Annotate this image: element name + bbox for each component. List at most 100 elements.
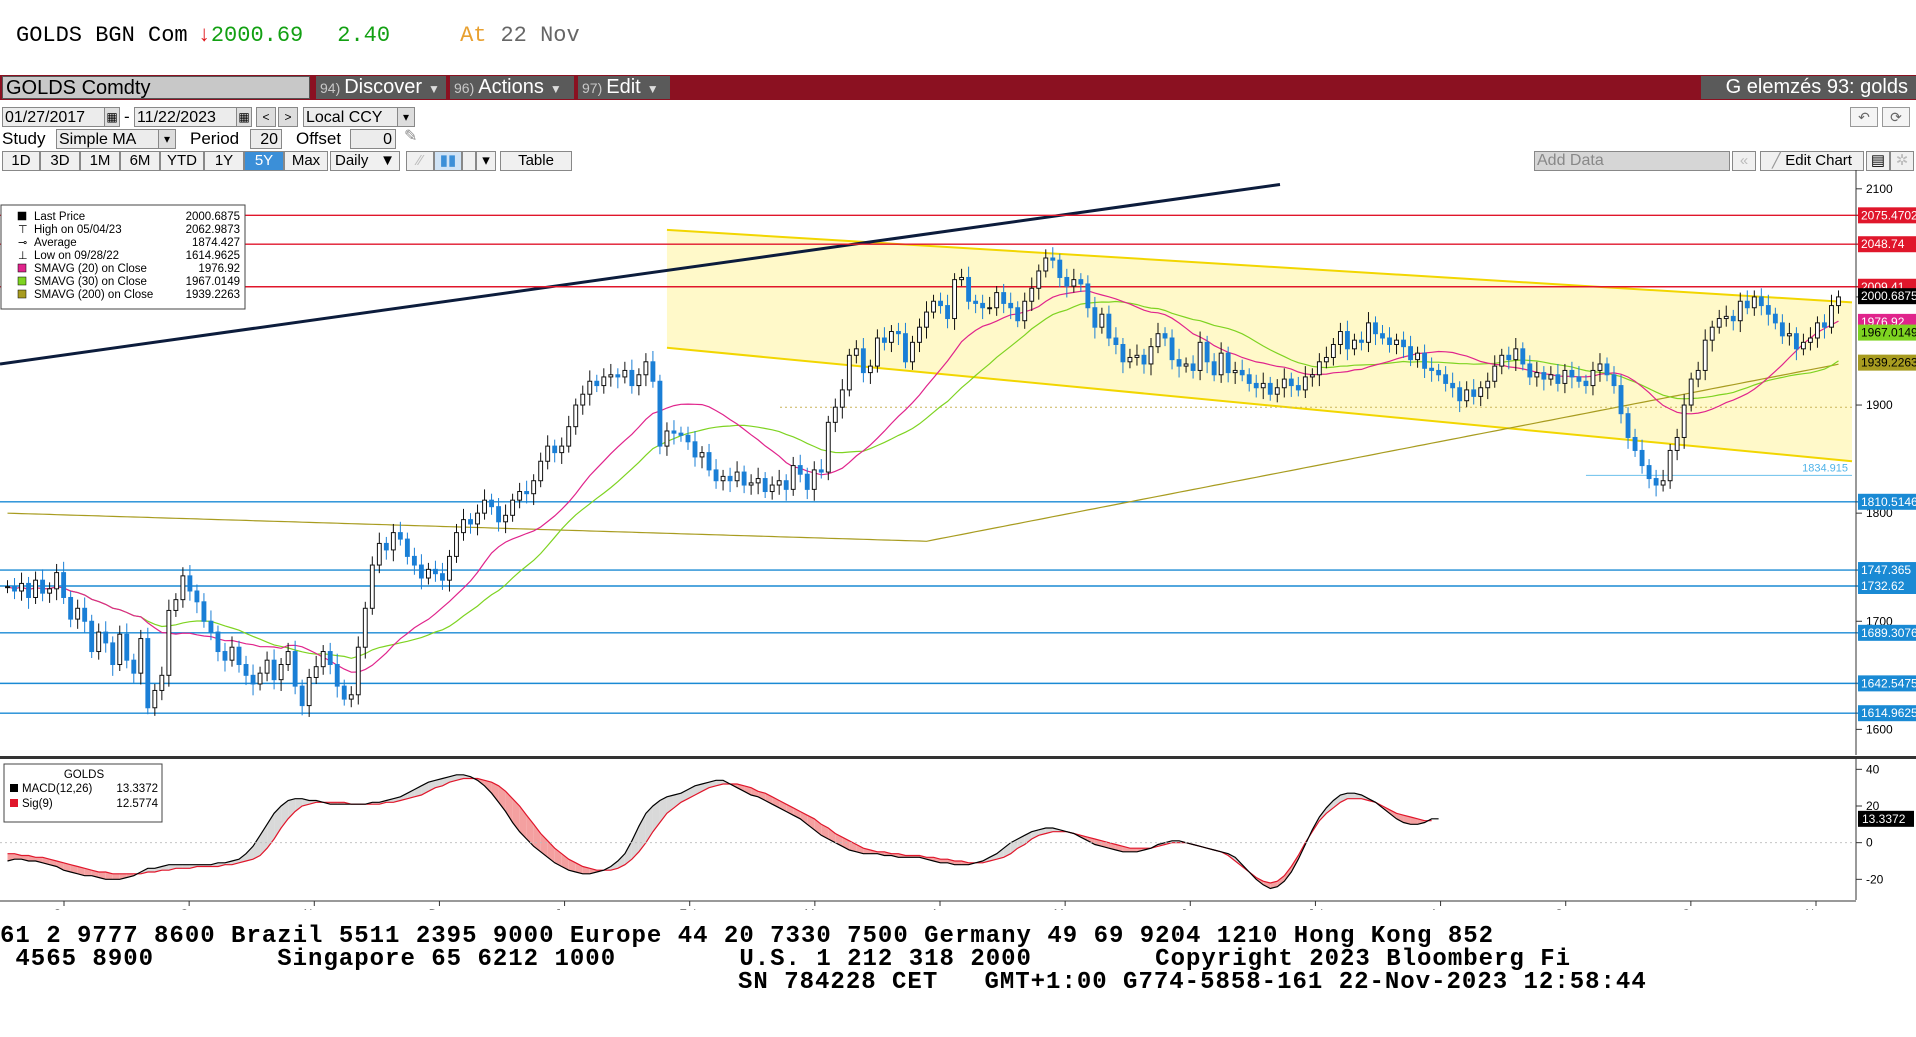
discover-number: 94)	[320, 80, 341, 96]
macd-tick-label: 0	[1866, 836, 1873, 850]
macd-histogram-fill	[744, 785, 752, 795]
chevron-down-icon[interactable]: ▾	[476, 151, 496, 171]
candle-body	[1457, 387, 1463, 402]
candle-body	[1218, 352, 1224, 376]
price-chart: 1834.915 1600170018001900200021002075.47…	[0, 170, 1916, 910]
candle-body	[12, 586, 17, 592]
price-tag-label-10: 1689.3076	[1861, 626, 1916, 640]
range-6m[interactable]: 6M	[120, 151, 160, 171]
candle-body	[131, 659, 137, 674]
macd-histogram-fill	[1333, 795, 1341, 808]
candle-body	[1555, 374, 1561, 384]
candle-body	[832, 406, 838, 423]
candle-body	[1478, 387, 1484, 397]
candle-body	[1309, 374, 1315, 378]
candle-body	[180, 575, 186, 601]
macd-histogram-fill	[758, 791, 766, 801]
edit-chart-button[interactable]: ╱ Edit Chart	[1760, 151, 1864, 171]
candle-body	[229, 646, 235, 661]
candle-body	[1253, 382, 1259, 389]
sma-200-line	[7, 363, 1839, 542]
add-data-input[interactable]: Add Data	[1534, 151, 1730, 171]
candle-body	[1822, 322, 1827, 328]
month-label: Nov	[304, 907, 325, 910]
candle-body	[1183, 363, 1189, 367]
range-max[interactable]: Max	[284, 151, 328, 171]
macd-histogram-fill	[512, 798, 520, 832]
candle-body	[222, 651, 228, 661]
sig-legend-swatch	[10, 799, 18, 807]
legend-value-5: 1967.0149	[186, 276, 240, 288]
refresh-icon[interactable]: ⟳	[1882, 107, 1910, 127]
price-legend: Last Price 2000.6875 ⊤ High on 05/04/23 2062…	[0, 204, 246, 310]
candle-body	[355, 646, 361, 696]
actions-button[interactable]: 96) Actions ▼	[450, 76, 574, 99]
candle-body	[1155, 333, 1161, 348]
calendar-icon[interactable]: ▦	[236, 107, 252, 127]
candle-body	[1808, 337, 1813, 343]
macd-histogram-fill	[1277, 875, 1285, 887]
period-input[interactable]: 20	[250, 129, 282, 149]
macd-histogram-fill	[175, 864, 183, 869]
calendar-icon[interactable]: ▦	[104, 107, 120, 127]
undo-icon[interactable]: ↶	[1850, 107, 1878, 127]
candle-body	[1246, 374, 1252, 384]
gear-icon[interactable]: ✲	[1890, 151, 1914, 171]
range-1m[interactable]: 1M	[80, 151, 120, 171]
chevron-right-icon[interactable]: >	[278, 107, 298, 127]
candle-body	[931, 300, 936, 313]
candle-body	[1765, 305, 1771, 315]
candle-body	[19, 582, 24, 592]
offset-input[interactable]: 0	[350, 129, 396, 149]
line-chart-icon[interactable]: ⁄⁄	[406, 151, 434, 171]
start-date-input[interactable]: 01/27/2017	[2, 107, 120, 127]
edit-button[interactable]: 97) Edit ▼	[578, 76, 670, 99]
macd-histogram-fill	[407, 789, 415, 799]
security-input[interactable]: GOLDS Comdty	[2, 76, 310, 99]
discover-button[interactable]: 94) Discover ▼	[316, 76, 446, 99]
macd-histogram-fill	[1122, 846, 1130, 852]
candle-body	[334, 664, 340, 687]
candle-chart-icon[interactable]: ▮▮	[434, 151, 462, 171]
legend-label-1: High on 05/04/23	[34, 224, 122, 236]
chevron-down-icon[interactable]: ▾	[158, 129, 176, 149]
candle-body	[1316, 361, 1322, 376]
macd-histogram-fill	[1396, 813, 1404, 823]
range-5y[interactable]: 5Y	[244, 151, 284, 171]
range-1d[interactable]: 1D	[2, 151, 40, 171]
candle-body	[594, 380, 600, 387]
study-select[interactable]: Simple MA	[56, 129, 176, 149]
range-ytd[interactable]: YTD	[160, 151, 204, 171]
month-label: Jan	[555, 907, 574, 910]
candle-body	[973, 300, 979, 304]
currency-select[interactable]: Local CCY	[303, 107, 415, 127]
candle-body	[320, 651, 326, 668]
candle-body	[1737, 300, 1743, 322]
candle-body	[1730, 315, 1736, 322]
candle-body	[26, 582, 31, 598]
chevron-left-icon[interactable]: <	[256, 107, 276, 127]
candle-body	[945, 305, 950, 320]
candle-body	[903, 333, 908, 363]
range-3d[interactable]: 3D	[40, 151, 80, 171]
table-button[interactable]: Table	[500, 151, 572, 171]
candle-body	[727, 475, 733, 482]
candle-body	[980, 302, 986, 309]
chart-icon[interactable]: ▤	[1866, 151, 1890, 171]
price-tag-label-9: 1732.62	[1861, 579, 1905, 593]
candle-body	[1239, 369, 1245, 376]
range-1y[interactable]: 1Y	[204, 151, 244, 171]
chevron-down-icon[interactable]: ▾	[397, 107, 415, 127]
candle-body	[348, 694, 354, 700]
candle-body	[75, 607, 81, 620]
end-date-input[interactable]: 11/22/2023	[134, 107, 252, 127]
pencil-icon[interactable]: ✎	[404, 128, 418, 145]
macd-histogram-fill	[246, 846, 254, 861]
candle-body	[839, 389, 845, 408]
candle-body	[636, 374, 642, 387]
candle-body	[1758, 296, 1764, 307]
collapse-icon[interactable]: «	[1732, 151, 1756, 171]
frequency-select[interactable]: Daily ▼	[330, 151, 400, 171]
candle-body	[1337, 331, 1343, 345]
legend-swatch-0	[17, 211, 27, 221]
